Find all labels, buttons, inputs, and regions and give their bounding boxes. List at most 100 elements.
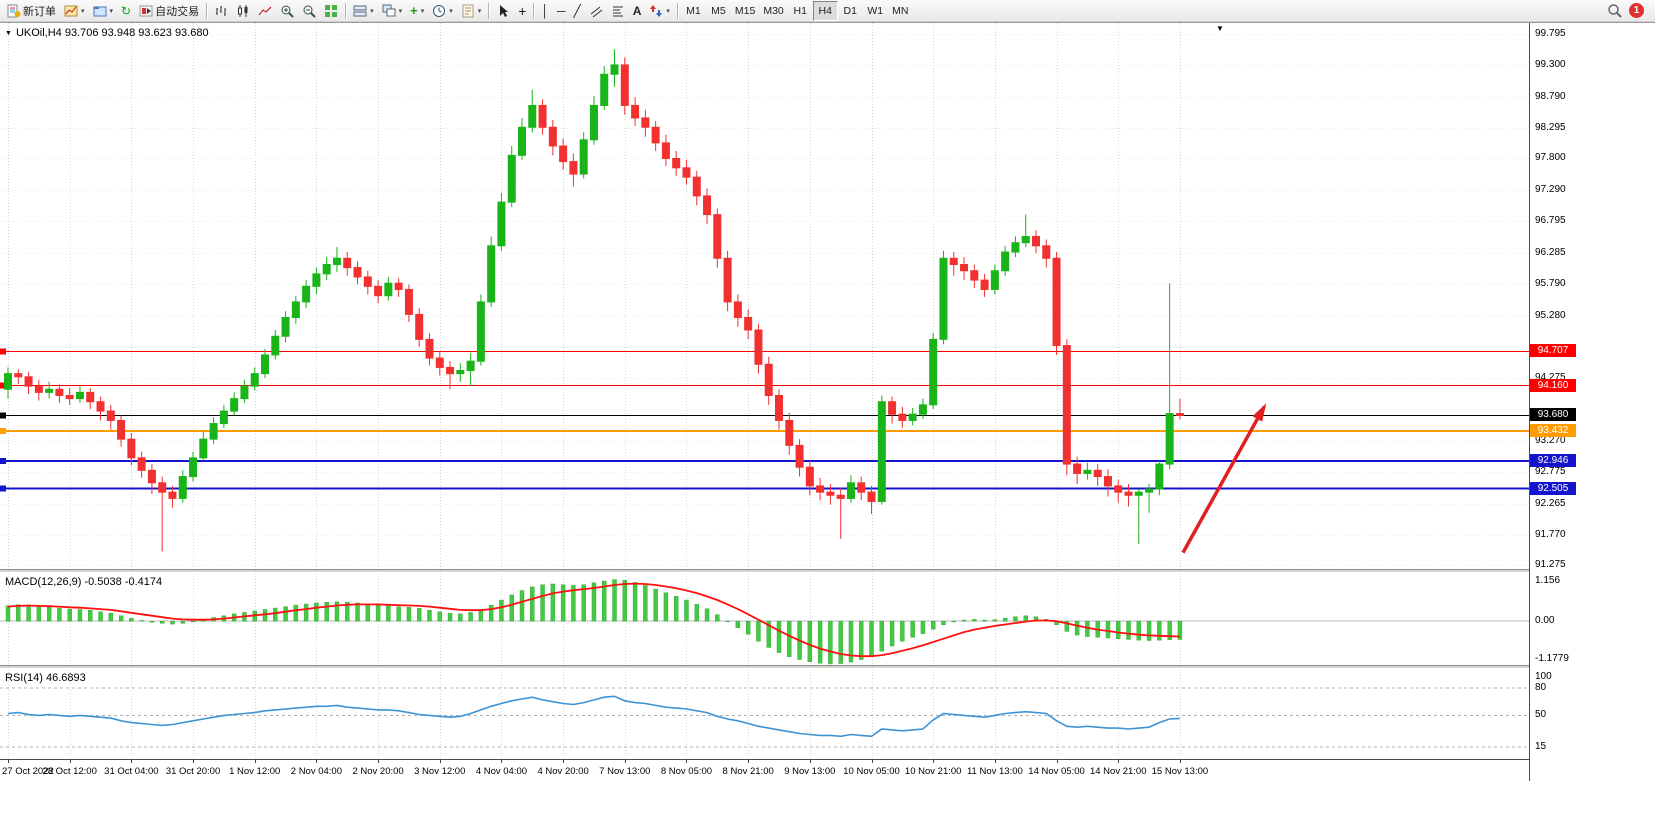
toolbar: 新订单 ▾ ▾ ↻ 自动交易 ▾ ▾ + ▾: [0, 0, 1655, 22]
price-axis-label: 97.800: [1535, 152, 1566, 164]
time-axis-tick: [995, 760, 996, 763]
autotrading-button[interactable]: 自动交易: [135, 1, 203, 21]
price-axis-label: 91.770: [1535, 528, 1566, 540]
timeframe-m15-button[interactable]: M15: [734, 4, 756, 17]
cascade-windows-button[interactable]: ▾: [378, 1, 407, 21]
cursor-button[interactable]: [492, 1, 514, 21]
time-axis-tick: [810, 760, 811, 763]
main-chart-canvas[interactable]: [0, 23, 1529, 569]
price-axis-label: 96.795: [1535, 215, 1566, 227]
macd-label: MACD(12,26,9) -0.5038 -0.4174: [5, 576, 163, 588]
timeframe-m1-button[interactable]: M1: [686, 4, 701, 17]
toolbar-separator: [206, 2, 208, 19]
rsi-scale-label: 50: [1535, 709, 1547, 721]
collapse-triangle-icon[interactable]: ▼: [5, 29, 12, 37]
new-chart-button[interactable]: ▾: [60, 1, 89, 21]
price-axis-label: 97.290: [1535, 184, 1566, 196]
arrange-windows-button[interactable]: ▾: [349, 1, 378, 21]
indicators-plus-icon: +: [410, 3, 418, 18]
channel-icon: [590, 6, 603, 17]
chart-header: ▼ UKOil,H4 93.706 93.948 93.623 93.680: [5, 27, 209, 39]
indicators-button[interactable]: + ▾: [406, 1, 428, 21]
timeframe-m5-button[interactable]: M5: [711, 4, 726, 17]
timeframe-mn-button[interactable]: MN: [892, 4, 909, 17]
periods-button[interactable]: ▾: [428, 1, 457, 21]
profiles-button[interactable]: ▾: [89, 1, 118, 21]
macd-scale-label: -1.1779: [1535, 653, 1569, 664]
panel-separator[interactable]: [0, 569, 1655, 573]
time-axis-label: 11 Nov 13:00: [966, 766, 1023, 777]
time-axis-tick: [1180, 760, 1181, 763]
zoom-out-button[interactable]: [298, 1, 320, 21]
rsi-panel-canvas[interactable]: [0, 669, 1529, 759]
time-axis-tick: [193, 760, 194, 763]
time-axis-label: 10 Nov 21:00: [904, 766, 962, 777]
price-axis-label: 98.790: [1535, 90, 1566, 102]
price-axis[interactable]: 99.795 99.300 98.790 98.295 97.800 97.290 96.7…: [1529, 23, 1655, 781]
refresh-icon: ↻: [121, 3, 132, 18]
chevron-down-icon: ▾: [398, 7, 403, 15]
trendline-button[interactable]: ╱: [569, 1, 584, 21]
horizontal-line-button[interactable]: ─: [553, 1, 570, 21]
price-tag: 94.707: [1530, 344, 1576, 358]
trend-arrow-annotation[interactable]: [1181, 403, 1267, 554]
timeframe-m30-button[interactable]: M30: [763, 4, 784, 17]
candlesticks: [4, 49, 1184, 552]
text-tool-button[interactable]: A: [629, 1, 646, 21]
tile-windows-button[interactable]: [320, 1, 342, 21]
time-axis-label: 2 Nov 20:00: [352, 766, 404, 777]
arrows-tool-button[interactable]: ▾: [645, 1, 674, 21]
fibonacci-button[interactable]: [607, 1, 629, 21]
bar-chart-button[interactable]: [210, 1, 232, 21]
templates-button[interactable]: ▾: [457, 1, 486, 21]
macd-scale-label: 0.00: [1535, 615, 1555, 627]
price-axis-label: 98.295: [1535, 121, 1566, 133]
refresh-button[interactable]: ↻: [117, 1, 135, 21]
notification-badge[interactable]: 1: [1629, 3, 1644, 18]
horizontal-line-icon: ─: [556, 3, 566, 18]
time-axis-label: 9 Nov 13:00: [784, 766, 836, 777]
rsi-scale-label: 100: [1535, 671, 1552, 682]
zoom-in-button[interactable]: [276, 1, 298, 21]
timeframe-h4-button[interactable]: H4: [812, 0, 838, 21]
chevron-down-icon: ▾: [109, 7, 114, 15]
macd-grid: [0, 573, 1529, 665]
chart-title: UKOil,H4 93.706 93.948 93.623 93.680: [15, 27, 209, 39]
cascade-windows-icon: [382, 4, 396, 16]
time-axis-label: 2 Nov 04:00: [290, 766, 343, 777]
price-axis-label: 95.280: [1535, 309, 1566, 321]
time-axis-tick: [1057, 760, 1058, 763]
macd-signal-line: [7, 582, 1180, 658]
autotrading-label: 自动交易: [155, 5, 200, 18]
line-chart-button[interactable]: [254, 1, 276, 21]
time-axis-label: 8 Nov 05:00: [660, 766, 713, 777]
time-axis[interactable]: 27 Oct 2022 28 Oct 12:00 31 Oct 04:00 31 Oc…: [0, 759, 1529, 782]
template-icon: [462, 4, 474, 17]
time-axis-label: 4 Nov 04:00: [475, 766, 528, 777]
search-icon[interactable]: [1607, 3, 1622, 18]
autotrading-icon: [139, 5, 153, 16]
candlestick-chart-button[interactable]: [232, 1, 254, 21]
rsi-line: [7, 695, 1180, 738]
toolbar-right-group: 1: [1607, 3, 1644, 18]
panel-separator[interactable]: [0, 665, 1655, 669]
chevron-down-icon: ▾: [449, 7, 453, 15]
new-order-button[interactable]: 新订单: [3, 1, 60, 21]
price-tag: 93.680: [1530, 408, 1576, 422]
tile-windows-icon: [325, 4, 338, 17]
timeframe-w1-button[interactable]: W1: [867, 4, 884, 17]
time-axis-tick: [316, 760, 317, 763]
time-axis-tick: [686, 760, 687, 763]
crosshair-button[interactable]: +: [514, 1, 530, 21]
timeframe-h1-button[interactable]: H1: [793, 4, 807, 17]
horizontal-price-lines[interactable]: [0, 348, 1529, 492]
vertical-line-button[interactable]: │: [537, 1, 553, 21]
price-axis-label: 91.275: [1535, 559, 1566, 571]
macd-panel-canvas[interactable]: [0, 573, 1529, 665]
channel-button[interactable]: [585, 1, 607, 21]
time-axis-label: 31 Oct 04:00: [104, 766, 159, 777]
chart-shift-marker[interactable]: ▼: [1216, 24, 1224, 33]
arrange-windows-icon: [353, 5, 367, 16]
time-axis-label: 1 Nov 12:00: [229, 766, 281, 777]
timeframe-d1-button[interactable]: D1: [843, 4, 857, 17]
